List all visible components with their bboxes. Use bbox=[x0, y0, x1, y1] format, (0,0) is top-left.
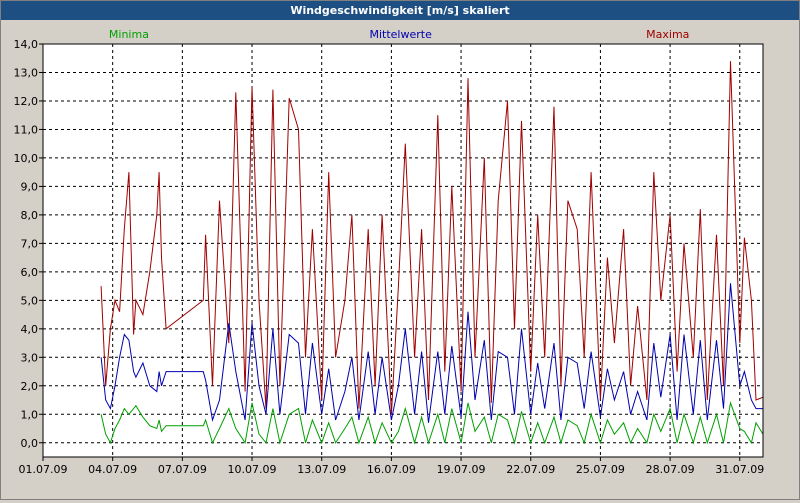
legend-minima: Minima bbox=[109, 28, 149, 41]
y-tick-label: 0,0 bbox=[21, 437, 39, 450]
x-tick-label: 22.07.09 bbox=[506, 463, 555, 476]
x-tick-label: 25.07.09 bbox=[576, 463, 625, 476]
x-tick-label: 28.07.09 bbox=[646, 463, 695, 476]
chart-area: 0,0 1,0 2,0 3,0 4,0 5,0 6,0 7,0 8,0 9,0 10,0 11,0 12… bbox=[1, 21, 799, 499]
x-tick-label: 13.07.09 bbox=[297, 463, 346, 476]
x-tick-label: 16.07.09 bbox=[367, 463, 416, 476]
plot-frame bbox=[42, 43, 764, 458]
x-tick-label: 31.07.09 bbox=[715, 463, 764, 476]
y-tick-label: 4,0 bbox=[21, 323, 39, 336]
y-tick-label: 3,0 bbox=[21, 351, 39, 364]
y-tick-label: 10,0 bbox=[14, 152, 39, 165]
window-title: Windgeschwindigkeit [m/s] skaliert bbox=[1, 1, 799, 20]
legend-maxima: Maxima bbox=[646, 28, 689, 41]
x-tick-label: 01.07.09 bbox=[19, 463, 68, 476]
x-tick-label: 19.07.09 bbox=[437, 463, 486, 476]
y-tick-label: 9,0 bbox=[21, 180, 39, 193]
x-tick-label: 04.07.09 bbox=[88, 463, 137, 476]
x-tick-label: 07.07.09 bbox=[158, 463, 207, 476]
y-tick-label: 5,0 bbox=[21, 294, 39, 307]
x-tick-label: 10.07.09 bbox=[228, 463, 277, 476]
wind-speed-chart: 0,0 1,0 2,0 3,0 4,0 5,0 6,0 7,0 8,0 9,0 10,0 11,0 12… bbox=[14, 28, 765, 476]
y-tick-label: 6,0 bbox=[21, 266, 39, 279]
y-tick-label: 8,0 bbox=[21, 209, 39, 222]
y-tick-label: 1,0 bbox=[21, 408, 39, 421]
y-tick-label: 14,0 bbox=[14, 38, 39, 51]
plot-background bbox=[43, 44, 763, 457]
y-tick-label: 13,0 bbox=[14, 66, 39, 79]
series-line-mittelwerte bbox=[100, 283, 763, 423]
y-tick-label: 2,0 bbox=[21, 380, 39, 393]
y-tick-label: 7,0 bbox=[21, 237, 39, 250]
y-tick-label: 11,0 bbox=[14, 123, 39, 136]
series-line-maxima bbox=[100, 61, 764, 415]
legend-mittelwerte: Mittelwerte bbox=[369, 28, 432, 41]
series-line-minima bbox=[100, 400, 764, 445]
y-tick-label: 12,0 bbox=[14, 95, 39, 108]
